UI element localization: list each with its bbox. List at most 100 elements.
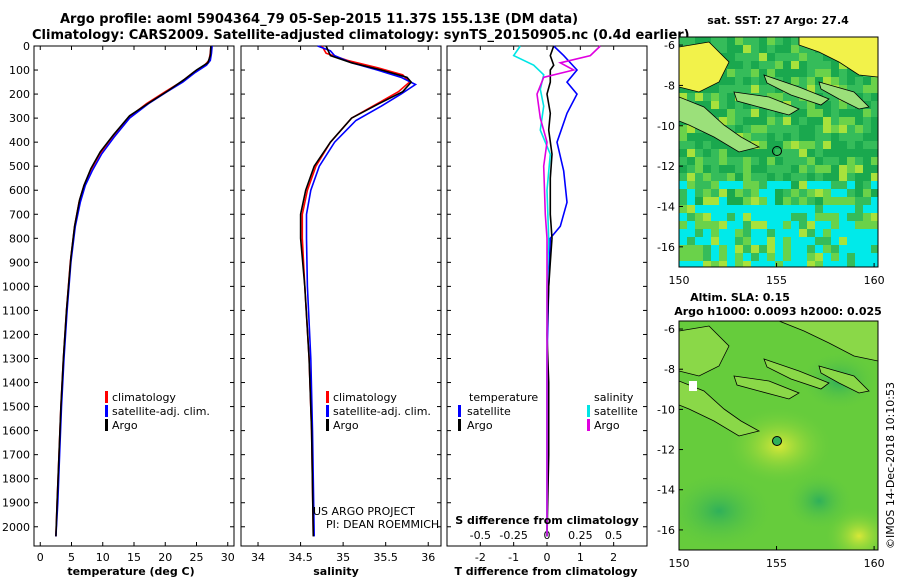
sst-cell (823, 237, 831, 245)
sst-cell (807, 53, 815, 61)
sst-cell (679, 229, 687, 237)
sla-island-3 (818, 365, 870, 394)
legend-swatch-climatology (326, 391, 329, 403)
sst-cell (823, 205, 831, 213)
sst-cell (679, 93, 687, 101)
sst-cell (751, 229, 759, 237)
map-x-tick-label: 160 (864, 274, 885, 287)
sst-cell (767, 93, 775, 101)
sst-cell (751, 133, 759, 141)
sst-cell (775, 197, 783, 205)
sst-cell (743, 213, 751, 221)
sst-cell (751, 237, 759, 245)
sst-cell (847, 221, 855, 229)
sst-cell (767, 61, 775, 69)
sst-cell (815, 149, 823, 157)
sst-cell (767, 173, 775, 181)
map-x-tick-label: 155 (766, 274, 787, 287)
sst-cell (823, 61, 831, 69)
sst-cell (823, 261, 831, 267)
sst-cell (871, 229, 878, 237)
map-y-tick-label: -6 (664, 323, 675, 336)
sst-cell (783, 157, 791, 165)
sst-cell (831, 141, 839, 149)
sst-cell (751, 189, 759, 197)
sst-cell (807, 61, 815, 69)
sst-cell (791, 229, 799, 237)
depth-tick-label: 1700 (2, 449, 30, 462)
sst-cell (783, 69, 791, 77)
sst-cell (799, 213, 807, 221)
difference-lines (512, 45, 601, 537)
sst-cell (759, 237, 767, 245)
sst-cell (703, 245, 711, 253)
sst-cell (735, 205, 743, 213)
sst-cell (727, 45, 735, 53)
sst-cell (687, 133, 695, 141)
sst-cell (807, 213, 815, 221)
sst-cell (719, 165, 727, 173)
sst-cell (727, 229, 735, 237)
sst-cell (839, 181, 847, 189)
sst-cell (815, 101, 823, 109)
sst-cell (743, 189, 751, 197)
sst-cell (695, 173, 703, 181)
sst-cell (759, 69, 767, 77)
sst-cell (759, 133, 767, 141)
sst-cell (871, 117, 878, 125)
map-x-tick-label: 150 (669, 557, 690, 570)
sst-cell (743, 165, 751, 173)
sst-cell (791, 189, 799, 197)
sst-cell (743, 117, 751, 125)
sst-cell (791, 157, 799, 165)
sst-cell (767, 205, 775, 213)
sst-cell (743, 85, 751, 93)
sst-cell (711, 181, 719, 189)
sst-cell (807, 109, 815, 117)
sst-cell (743, 173, 751, 181)
depth-axis: 0 100 200 300 400 500 600 700 800 900 1000 1100 1200… (2, 40, 234, 534)
sst-cell (727, 189, 735, 197)
sst-cell (711, 253, 719, 261)
sst-cell (783, 205, 791, 213)
sst-cell (839, 253, 847, 261)
map-y-tick-label: -8 (664, 79, 675, 92)
sst-cell (791, 133, 799, 141)
sst-cell (871, 85, 878, 93)
sst-cell (863, 229, 871, 237)
sst-cell (807, 69, 815, 77)
sst-cell (815, 213, 823, 221)
sst-cell (863, 117, 871, 125)
s-difference-axis-ticks: -0.5 -0.25 0 0.25 0.5 (470, 529, 623, 542)
sst-cell (759, 157, 767, 165)
sst-cell (687, 173, 695, 181)
sst-cell (807, 205, 815, 213)
sst-cell (679, 181, 687, 189)
sst-cell (759, 109, 767, 117)
salinity-xlabel: salinity (313, 565, 359, 578)
sst-cell (719, 253, 727, 261)
sst-cell (727, 61, 735, 69)
sst-cell (719, 101, 727, 109)
sst-cell (759, 245, 767, 253)
sst-cell (855, 253, 863, 261)
sst-cell (751, 221, 759, 229)
sst-cell (727, 253, 735, 261)
sst-cell (775, 261, 783, 267)
sst-cell (775, 245, 783, 253)
sst-cell (839, 221, 847, 229)
legend-swatch-climatology (105, 391, 108, 403)
sst-cell (807, 77, 815, 85)
sst-cell (719, 213, 727, 221)
sst-cell (711, 101, 719, 109)
legend-label-s-satellite: satellite (594, 405, 638, 418)
sla-map: Altim. SLA: 0.15 Argo h1000: 0.0093 h200… (657, 291, 885, 570)
sst-cell (783, 237, 791, 245)
sst-cell (823, 173, 831, 181)
sst-cell (759, 261, 767, 267)
sst-cell (799, 141, 807, 149)
sst-cell (863, 93, 871, 101)
sst-cell (839, 149, 847, 157)
sst-cell (791, 125, 799, 133)
